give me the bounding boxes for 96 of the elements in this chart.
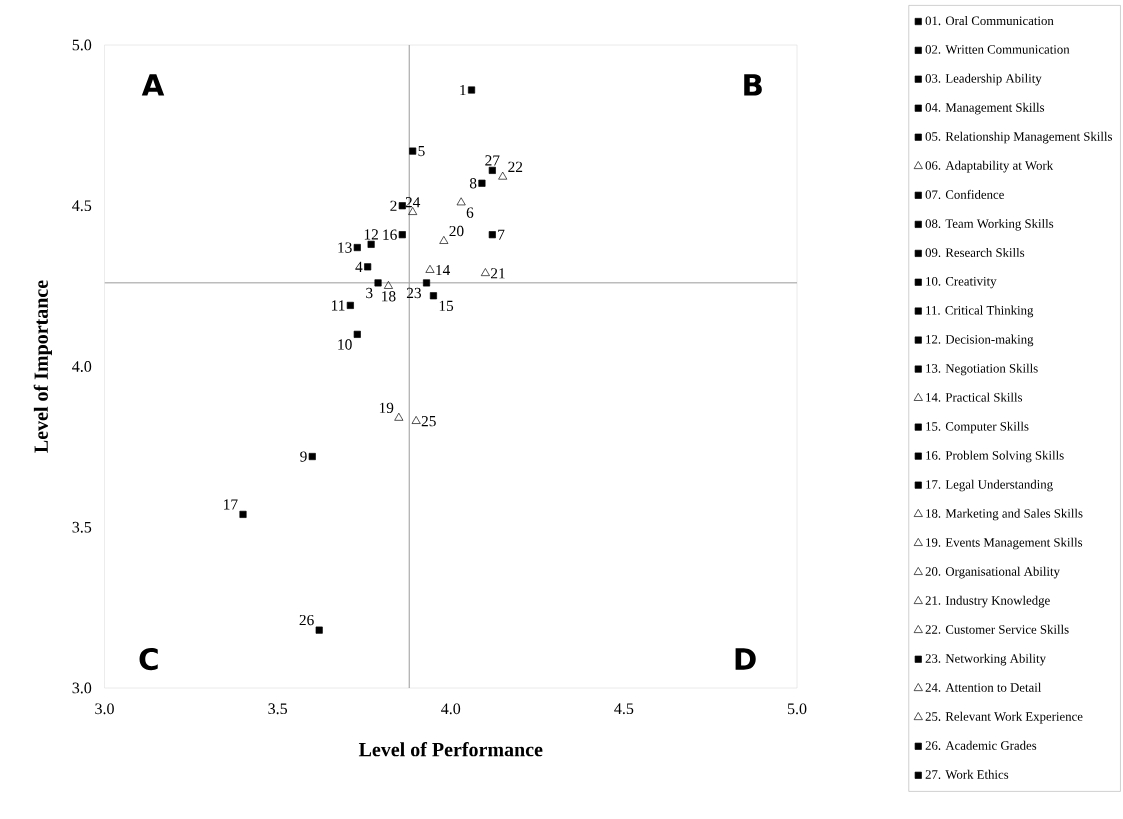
annotation: 24 <box>405 197 421 208</box>
legend-label: 23. Networking Ability <box>925 653 1046 666</box>
legend-label: 09. Research Skills <box>925 247 1025 258</box>
annotation: 7 <box>498 229 505 240</box>
point <box>498 171 508 180</box>
point <box>439 235 449 244</box>
x-tick-label: 4.0 <box>441 703 461 715</box>
annotation: 23 <box>406 287 421 299</box>
point <box>409 147 417 155</box>
legend-label: 04. Management Skills <box>925 102 1045 115</box>
point <box>422 279 431 287</box>
legend-label: 21. Industry Knowledge <box>925 595 1050 608</box>
annotation: 4 <box>355 261 363 272</box>
legend-label: 12. Decision-making <box>926 334 1034 347</box>
legend-label: 24. Attention to Detail <box>925 682 1042 692</box>
legend-label: 18. Marketing and Sales Skills <box>926 508 1083 521</box>
point <box>411 416 421 424</box>
y-axis-title: Level of Importance <box>33 280 52 453</box>
legend-label: 22. Customer Service Skills <box>925 624 1069 634</box>
annotation: 19 <box>379 402 394 413</box>
legend-label: 19. Events Management Skills <box>926 537 1083 550</box>
y-tick-label: 3.0 <box>72 682 92 694</box>
annotation: 10 <box>338 339 352 350</box>
annotation: 20 <box>449 225 464 237</box>
annotation: 17 <box>224 499 238 510</box>
x-tick-label: 3.0 <box>95 703 114 715</box>
point <box>353 330 361 338</box>
point <box>315 626 323 634</box>
y-tick-label: 4.0 <box>72 361 92 372</box>
annotation: 25 <box>421 416 436 427</box>
annotation: 16 <box>383 229 397 240</box>
annotation: D <box>735 648 756 670</box>
annotation: 12 <box>364 229 378 240</box>
annotation: 9 <box>300 451 307 462</box>
point <box>429 292 437 300</box>
legend-label: 14. Practical Skills <box>926 392 1023 402</box>
annotation: 21 <box>491 268 505 279</box>
legend-label: 06. Adaptability at Work <box>925 160 1054 173</box>
x-axis-title: Level of Performance <box>358 742 543 757</box>
legend-label: 17. Legal Understanding <box>926 479 1053 492</box>
point <box>425 264 435 273</box>
legend-label: 01. Oral Communication <box>925 16 1054 26</box>
annotation: 11 <box>332 300 345 311</box>
point <box>367 240 375 248</box>
legend-label: 02. Written Communication <box>925 45 1070 54</box>
point <box>308 452 316 461</box>
annotation: 8 <box>469 178 477 189</box>
annotation: 13 <box>338 242 352 253</box>
y-tick-label: 4.5 <box>72 200 92 212</box>
legend-label: 13. Negotiation Skills <box>926 363 1038 376</box>
legend-label: 05. Relationship Management Skills <box>925 131 1113 144</box>
legend-label: 20. Organisational Ability <box>925 566 1060 579</box>
legend-label: 25. Relevant Work Experience <box>925 711 1083 724</box>
annotation: 2 <box>390 200 397 211</box>
point <box>488 166 496 174</box>
point <box>364 263 372 271</box>
x-tick-label: 5.0 <box>787 703 807 715</box>
annotation: 27 <box>485 155 500 166</box>
legend-label: 26. Academic Grades <box>925 740 1037 750</box>
annotation: 3 <box>366 287 373 299</box>
legend-label: 15. Computer Skills <box>926 421 1029 434</box>
point <box>353 244 361 252</box>
point <box>239 510 247 518</box>
legend-label: 11. Critical Thinking <box>926 305 1034 318</box>
point <box>398 231 406 239</box>
legend-label: 16. Problem Solving Skills <box>926 450 1064 463</box>
annotation: 1 <box>460 84 466 96</box>
annotation: 5 <box>418 146 425 157</box>
point <box>468 86 476 94</box>
annotation: 14 <box>436 264 451 276</box>
point <box>480 268 490 276</box>
legend-label: 08. Team Working Skills <box>925 218 1054 231</box>
annotation: 22 <box>508 161 523 172</box>
annotation: B <box>744 74 762 96</box>
annotation: 15 <box>439 300 454 311</box>
annotation: 6 <box>466 207 474 218</box>
legend-label: 27. Work Ethics <box>925 769 1009 779</box>
legend-label: 07. Confidence <box>925 189 1004 199</box>
annotation: A <box>141 74 165 96</box>
legend-label: 03. Leadership Ability <box>925 73 1042 86</box>
x-tick-label: 3.5 <box>268 703 288 715</box>
point <box>488 231 496 239</box>
point <box>456 197 466 206</box>
point <box>383 280 393 289</box>
legend-label: 10. Creativity <box>926 276 997 289</box>
point <box>346 301 354 309</box>
x-tick-label: 4.5 <box>614 703 634 715</box>
annotation: C <box>139 647 158 671</box>
point <box>374 279 382 287</box>
point <box>398 202 406 210</box>
annotation: 18 <box>382 291 396 302</box>
point <box>394 412 404 421</box>
y-tick-label: 5.0 <box>72 39 92 51</box>
annotation: 26 <box>299 614 314 626</box>
point <box>478 179 486 187</box>
y-tick-label: 3.5 <box>72 521 92 533</box>
